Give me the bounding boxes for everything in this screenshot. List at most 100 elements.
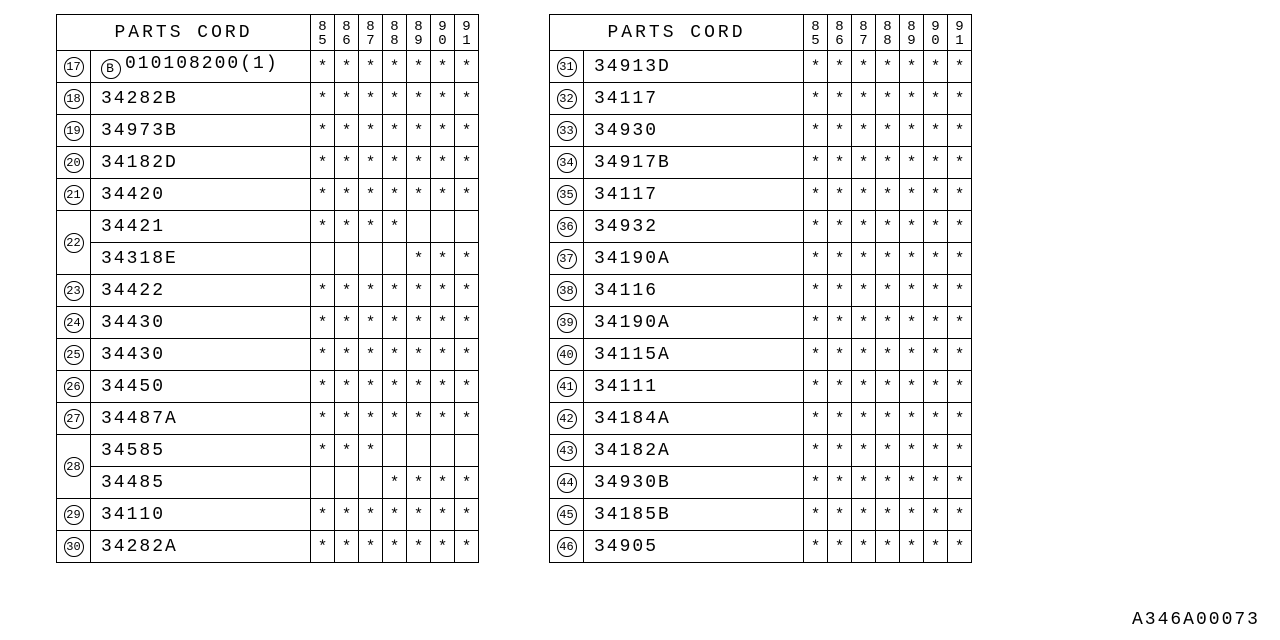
mark-cell: * — [431, 531, 455, 563]
mark-cell: * — [335, 51, 359, 83]
mark-cell: * — [335, 403, 359, 435]
page: PARTS CORD8586878889909117B010108200(1)*… — [0, 0, 1280, 640]
row-index: 45 — [550, 499, 584, 531]
index-bubble-icon: 26 — [64, 377, 84, 397]
part-number: 34450 — [101, 377, 165, 397]
mark-cell: * — [359, 435, 383, 467]
mark-cell: * — [828, 275, 852, 307]
mark-cell: * — [407, 371, 431, 403]
part-number: 34932 — [594, 217, 658, 237]
mark-cell: * — [876, 307, 900, 339]
row-index: 20 — [57, 147, 91, 179]
mark-cell: * — [900, 179, 924, 211]
document-code: A346A00073 — [1132, 610, 1260, 630]
row-index: 30 — [57, 531, 91, 563]
mark-cell: * — [804, 467, 828, 499]
mark-cell: * — [311, 435, 335, 467]
mark-cell: * — [804, 243, 828, 275]
part-cell: 34117 — [584, 179, 804, 211]
table-row: 2734487A******* — [57, 403, 479, 435]
mark-cell: * — [876, 403, 900, 435]
mark-cell: * — [383, 403, 407, 435]
table-row: 2034182D******* — [57, 147, 479, 179]
mark-cell — [455, 435, 479, 467]
part-number: 34905 — [594, 537, 658, 557]
mark-cell: * — [876, 147, 900, 179]
mark-cell: * — [852, 51, 876, 83]
mark-cell: * — [804, 211, 828, 243]
header-parts-cord: PARTS CORD — [550, 15, 804, 51]
mark-cell: * — [359, 307, 383, 339]
mark-cell: * — [311, 83, 335, 115]
mark-cell: * — [407, 467, 431, 499]
mark-cell: * — [431, 275, 455, 307]
mark-cell: * — [924, 51, 948, 83]
table-row: 2234421**** — [57, 211, 479, 243]
index-bubble-icon: 17 — [64, 57, 84, 77]
part-cell: 34115A — [584, 339, 804, 371]
header-year: 91 — [455, 15, 479, 51]
mark-cell: * — [804, 275, 828, 307]
mark-cell: * — [948, 275, 972, 307]
part-number: 34184A — [594, 409, 671, 429]
table-row: 2434430******* — [57, 307, 479, 339]
mark-cell: * — [876, 275, 900, 307]
mark-cell: * — [948, 499, 972, 531]
mark-cell — [335, 243, 359, 275]
index-bubble-icon: 29 — [64, 505, 84, 525]
mark-cell: * — [852, 499, 876, 531]
part-cell: B010108200(1) — [91, 51, 311, 83]
part-cell: 34182D — [91, 147, 311, 179]
part-number: 34421 — [101, 217, 165, 237]
mark-cell: * — [852, 275, 876, 307]
row-index: 22 — [57, 211, 91, 275]
mark-cell: * — [828, 243, 852, 275]
part-number: 34917B — [594, 153, 671, 173]
mark-cell: * — [948, 435, 972, 467]
mark-cell: * — [948, 83, 972, 115]
mark-cell: * — [900, 531, 924, 563]
row-index: 39 — [550, 307, 584, 339]
index-bubble-icon: 28 — [64, 457, 84, 477]
mark-cell: * — [804, 307, 828, 339]
part-cell: 34973B — [91, 115, 311, 147]
part-number: 010108200(1) — [125, 54, 279, 74]
mark-cell: * — [828, 147, 852, 179]
mark-cell: * — [311, 371, 335, 403]
part-number: 34973B — [101, 121, 178, 141]
mark-cell: * — [431, 403, 455, 435]
mark-cell: * — [359, 211, 383, 243]
mark-cell: * — [828, 403, 852, 435]
mark-cell: * — [383, 531, 407, 563]
mark-cell: * — [900, 499, 924, 531]
part-cell: 34111 — [584, 371, 804, 403]
part-cell: 34190A — [584, 243, 804, 275]
mark-cell: * — [383, 371, 407, 403]
mark-cell: * — [924, 467, 948, 499]
mark-cell: * — [407, 147, 431, 179]
row-index: 26 — [57, 371, 91, 403]
index-bubble-icon: 34 — [557, 153, 577, 173]
mark-cell: * — [431, 147, 455, 179]
table-row: 2834585*** — [57, 435, 479, 467]
mark-cell: * — [311, 531, 335, 563]
mark-cell — [431, 211, 455, 243]
mark-cell: * — [359, 51, 383, 83]
table-row: 3734190A******* — [550, 243, 972, 275]
table-row: 3634932******* — [550, 211, 972, 243]
mark-cell: * — [876, 179, 900, 211]
mark-cell: * — [455, 531, 479, 563]
mark-cell: * — [804, 435, 828, 467]
mark-cell: * — [924, 339, 948, 371]
part-number: 34420 — [101, 185, 165, 205]
mark-cell: * — [852, 531, 876, 563]
row-index: 27 — [57, 403, 91, 435]
part-number: 34585 — [101, 441, 165, 461]
index-bubble-icon: 22 — [64, 233, 84, 253]
part-cell: 34184A — [584, 403, 804, 435]
mark-cell: * — [335, 499, 359, 531]
mark-cell: * — [311, 403, 335, 435]
index-bubble-icon: 23 — [64, 281, 84, 301]
row-index: 34 — [550, 147, 584, 179]
part-cell: 34421 — [91, 211, 311, 243]
